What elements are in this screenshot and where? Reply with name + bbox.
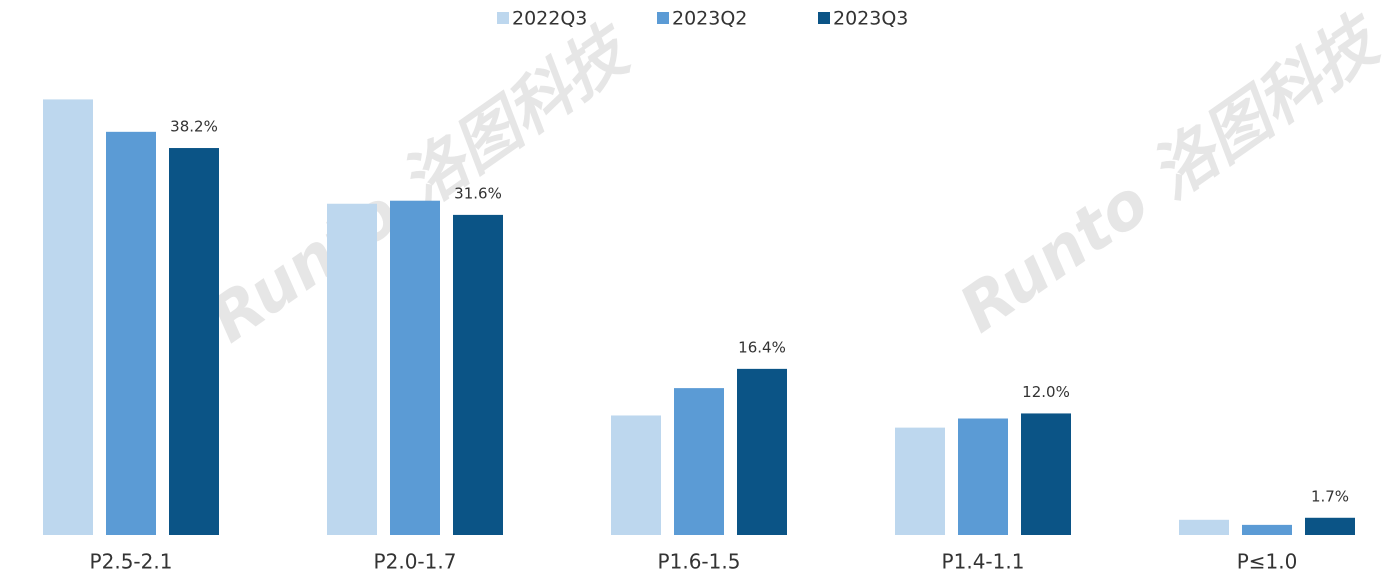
- watermark: Runto 洛图科技: [947, 1, 1384, 347]
- x-tick-label: P1.4-1.1: [942, 550, 1025, 574]
- data-label: 31.6%: [454, 184, 502, 202]
- legend-swatch: [497, 12, 509, 24]
- x-tick-label: P2.5-2.1: [90, 550, 173, 574]
- bar: [43, 99, 93, 535]
- bar: [1242, 524, 1292, 535]
- x-tick-label: P≤1.0: [1237, 550, 1298, 574]
- bar: [390, 200, 440, 535]
- bar: [737, 368, 787, 535]
- legend-swatch: [818, 12, 830, 24]
- bar: [1179, 519, 1229, 535]
- bar: [1021, 413, 1071, 535]
- data-label: 1.7%: [1311, 487, 1349, 505]
- legend-label: 2023Q2: [672, 8, 747, 30]
- bar: [106, 131, 156, 536]
- data-label: 12.0%: [1022, 383, 1070, 401]
- bar: [895, 427, 945, 535]
- bar: [674, 388, 724, 535]
- legend-label: 2023Q3: [833, 8, 908, 30]
- bar: [958, 418, 1008, 535]
- x-tick-label: P1.6-1.5: [658, 550, 741, 574]
- data-label: 16.4%: [738, 338, 786, 356]
- bar: [453, 214, 503, 535]
- legend-label: 2022Q3: [512, 8, 587, 30]
- x-tick-label: P2.0-1.7: [374, 550, 457, 574]
- bar: [169, 148, 219, 535]
- bar: [611, 415, 661, 535]
- legend-swatch: [657, 12, 669, 24]
- data-label: 38.2%: [170, 118, 218, 136]
- bar: [327, 203, 377, 535]
- bar: [1305, 517, 1355, 535]
